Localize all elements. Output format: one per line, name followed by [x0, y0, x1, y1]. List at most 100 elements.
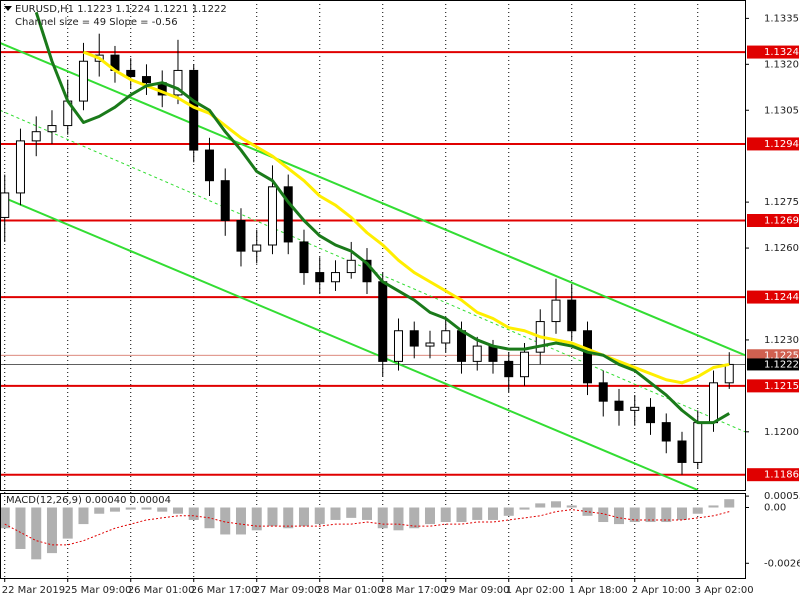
- candle-body: [31, 131, 41, 142]
- candle-body: [409, 330, 419, 347]
- macd-bar: [109, 507, 120, 512]
- level-label: 1.1186: [764, 470, 799, 481]
- y-tick-label: 1.1260: [764, 243, 799, 254]
- candle-body: [315, 272, 325, 283]
- y-tick-label: 1.1335: [764, 13, 799, 24]
- macd-bar: [629, 507, 640, 523]
- candle-body: [299, 241, 309, 274]
- x-tick-label: 22 Mar 2019: [2, 585, 65, 596]
- level-label-box: [747, 137, 799, 151]
- candle-body: [567, 299, 577, 332]
- candle-body: [283, 186, 293, 243]
- level-label-box: [747, 468, 799, 482]
- y-tick-label: -0.00269: [764, 558, 800, 569]
- menu-icon[interactable]: [4, 6, 12, 11]
- chart-subtitle: Channel size = 49 Slope = -0.56: [15, 17, 178, 28]
- macd-bar: [361, 507, 372, 520]
- macd-bar: [566, 505, 577, 508]
- candle-body: [346, 259, 356, 274]
- macd-bar: [487, 507, 498, 520]
- y-tick-label: 0.00055: [764, 491, 800, 502]
- candle-body: [252, 244, 262, 252]
- macd-bar: [314, 507, 325, 525]
- chart-title: EURUSD,H1 1.1223 1.1224 1.1221 1.1222: [15, 4, 227, 15]
- macd-frame: [0, 493, 746, 579]
- candle-body: [393, 330, 403, 362]
- level-label: 1.1215: [764, 381, 799, 392]
- macd-signal: [4, 509, 730, 546]
- level-label-box: [747, 214, 799, 227]
- candle-body: [645, 406, 655, 424]
- candle-body: [488, 345, 498, 362]
- moving-average: [82, 50, 730, 385]
- macd-bar: [31, 507, 42, 560]
- x-tick-label: 26 Mar 17:00: [191, 585, 258, 596]
- macd-bar: [377, 507, 388, 529]
- macd-bar: [157, 507, 168, 512]
- macd-bar: [550, 501, 561, 508]
- macd-bar: [46, 507, 57, 554]
- macd-bar: [519, 507, 530, 510]
- macd-bar: [15, 507, 26, 549]
- macd-bar: [251, 507, 262, 531]
- candle-body: [47, 125, 57, 133]
- candle-body: [141, 76, 151, 84]
- macd-bar: [535, 503, 546, 508]
- macd-bar: [708, 505, 719, 508]
- candle-body: [504, 360, 514, 378]
- axis-layer: 22 Mar 2019 25 Mar 09:0026 Mar 01:0026 Ma…: [2, 13, 800, 596]
- macd-bar: [235, 507, 246, 535]
- candle-body: [204, 149, 214, 182]
- macd-bar: [645, 507, 656, 523]
- price-label-box: [747, 358, 799, 371]
- channel-line: [0, 195, 699, 490]
- x-tick-label: 2 Apr 10:00: [632, 585, 691, 596]
- macd-bar: [582, 507, 593, 516]
- candle-body: [0, 192, 10, 218]
- macd-bar: [141, 507, 152, 510]
- candle-body: [677, 440, 687, 463]
- x-tick-label: 26 Mar 01:00: [128, 585, 195, 596]
- candle-body: [126, 69, 136, 78]
- moving-average: [34, 11, 731, 425]
- macd-bar: [409, 507, 420, 529]
- macd-bar: [661, 507, 672, 523]
- x-tick-label: 25 Mar 09:00: [65, 585, 132, 596]
- candle-body: [441, 330, 451, 344]
- candle-body: [582, 330, 592, 384]
- level-label: 1.1324: [764, 47, 799, 58]
- macd-bar: [472, 507, 483, 520]
- y-tick-label: 1.1230: [764, 335, 799, 346]
- x-tick-label: 1 Apr 18:00: [569, 585, 628, 596]
- candle-body: [362, 259, 372, 283]
- candle-body: [267, 186, 277, 246]
- macd-bar: [503, 507, 514, 516]
- macd-bar: [676, 507, 687, 520]
- candle-body: [693, 422, 703, 463]
- y-tick-label: 1.1305: [764, 105, 799, 116]
- candle-body: [425, 342, 435, 347]
- macd-bar: [456, 507, 467, 523]
- macd-bar: [424, 507, 435, 525]
- macd-bar: [692, 507, 703, 514]
- macd-bar: [298, 507, 309, 527]
- level-label-box: [747, 45, 799, 59]
- macd-bar: [598, 507, 609, 523]
- y-tick-label: 1.1200: [764, 427, 799, 438]
- price-frame: [0, 0, 746, 491]
- x-tick-label: 3 Apr 02:00: [695, 585, 754, 596]
- candle-body: [661, 422, 671, 442]
- macd-bar: [125, 507, 136, 510]
- channel-line: [0, 41, 745, 357]
- price-pane: [0, 11, 745, 490]
- macd-bar: [330, 507, 341, 520]
- candle-body: [724, 363, 734, 384]
- macd-bar: [724, 499, 735, 508]
- candle-body: [330, 272, 340, 283]
- candle-body: [173, 69, 183, 96]
- y-tick-label: 0.00: [764, 503, 786, 514]
- price-label-box: [747, 349, 799, 362]
- macd-bar: [0, 507, 10, 529]
- macd-bar: [346, 507, 357, 518]
